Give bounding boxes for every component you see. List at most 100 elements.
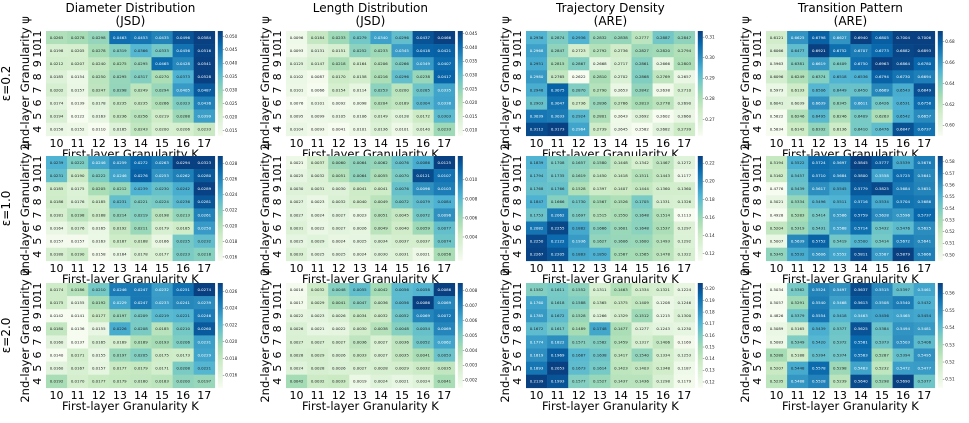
cell-value-label: 0.1478 (656, 252, 670, 257)
cell-value-label: 0.5432 (917, 300, 931, 305)
heatmap-cell (568, 109, 590, 123)
cell-value-label: 0.0192 (92, 300, 106, 305)
cell-value-label: 0.1582 (593, 339, 607, 344)
cell-value-label: 0.1272 (677, 160, 691, 165)
heatmap-cell (88, 296, 110, 310)
cell-value-label: 0.5456 (875, 313, 889, 318)
heatmap-cell (547, 156, 569, 170)
heatmap-cell (610, 182, 632, 196)
heatmap-cell (547, 31, 569, 45)
cell-value-label: 0.6518 (833, 74, 847, 79)
heatmap-cell (286, 195, 308, 209)
cell-value-label: 0.5463 (854, 313, 868, 318)
heatmap-cell (193, 247, 216, 262)
heatmap-cell (589, 96, 611, 110)
cell-value-label: 0.6963 (875, 61, 889, 66)
cell-value-label: 0.2861 (635, 61, 649, 66)
heatmap-cell (130, 44, 152, 58)
colorbar-tick-label: 0.035 (465, 59, 477, 64)
cell-value-label: 0.0140 (416, 127, 430, 132)
cell-value-label: 0.1705 (635, 199, 649, 204)
heatmap-cell (412, 309, 434, 323)
heatmap-cell (109, 374, 131, 389)
cell-value-label: 0.5500 (854, 238, 868, 243)
y-tick-label: 6 (511, 100, 524, 107)
heatmap-cell (193, 208, 216, 222)
colorbar (697, 283, 703, 388)
cell-value-label: 0.1552 (572, 287, 586, 292)
y-tick-label: 5 (271, 238, 284, 245)
heatmap-cell (892, 309, 914, 323)
x-tick-label: 11 (71, 137, 85, 150)
cell-value-label: 0.6752 (833, 48, 847, 53)
heatmap-cell (433, 309, 456, 323)
cell-value-label: 0.0041 (332, 300, 346, 305)
cell-value-label: 0.5617 (812, 186, 826, 191)
y-tick-label: 11 (511, 283, 524, 297)
heatmap-cell (67, 31, 89, 45)
cell-value-label: 0.0487 (197, 87, 211, 92)
heatmap-cell (433, 361, 456, 375)
heatmap-cell (787, 348, 809, 362)
cell-value-label: 0.5672 (896, 238, 910, 243)
heatmap-cell (892, 70, 914, 84)
heatmap-cell (412, 31, 434, 45)
cell-value-label: 0.0049 (374, 199, 388, 204)
cell-value-label: 0.0035 (395, 352, 409, 357)
heatmap-cell (307, 109, 329, 123)
cell-value-label: 0.5334 (791, 199, 805, 204)
heatmap-cell (109, 283, 131, 297)
cell-value-label: 0.0205 (71, 48, 85, 53)
heatmap-cell (328, 247, 350, 262)
cell-value-label: 0.2766 (614, 100, 628, 105)
heatmap-cell (766, 234, 788, 248)
cell-value-label: 0.5508 (875, 300, 889, 305)
heatmap-cell (370, 283, 392, 297)
heatmap-cell (349, 247, 371, 262)
cell-value-label: 0.5532 (791, 252, 805, 257)
heatmap-cell (130, 348, 152, 362)
heatmap-cell (610, 221, 632, 235)
cell-value-label: 0.0407 (437, 61, 451, 66)
x-tick-label: 10 (530, 137, 544, 150)
heatmap-cell (193, 83, 216, 97)
y-tick-label: 10 (31, 169, 44, 183)
heatmap-cell (67, 70, 89, 84)
cell-value-label: 0.0241 (176, 300, 190, 305)
heatmap-cell (526, 309, 548, 323)
heatmap-cell (391, 361, 413, 375)
heatmap-cell (307, 122, 329, 137)
y-axis-label: 2nd-layer Granularity ψ (258, 141, 272, 276)
cell-value-label: 0.5752 (812, 238, 826, 243)
cell-value-label: 0.5737 (917, 212, 931, 217)
colorbar-tick-label: 0.045 (225, 47, 237, 52)
heatmap-cell (547, 283, 569, 297)
heatmap-cell (307, 309, 329, 323)
y-tick-label: 10 (751, 44, 764, 58)
heatmap-cell (526, 44, 548, 58)
heatmap-cell (193, 109, 216, 123)
heatmap-cell (892, 283, 914, 297)
cell-value-label: 0.0192 (50, 379, 64, 384)
cell-value-label: 0.1768 (530, 186, 544, 191)
heatmap-cell (850, 335, 872, 349)
cell-value-label: 0.0026 (332, 352, 346, 357)
heatmap-cell (673, 70, 696, 84)
cell-value-label: 0.0031 (311, 186, 325, 191)
x-tick-label: 13 (353, 137, 367, 150)
heatmap-cell (88, 221, 110, 235)
heatmap-cell (568, 322, 590, 336)
cell-value-label: 0.0059 (416, 225, 430, 230)
heatmap-cell (631, 234, 653, 248)
cell-value-label: 0.2267 (530, 252, 544, 257)
heatmap-cell (307, 156, 329, 170)
heatmap-cell (307, 247, 329, 262)
heatmap-cell (88, 335, 110, 349)
heatmap-cell (151, 195, 173, 209)
cell-value-label: 0.0036 (374, 300, 388, 305)
cell-value-label: 0.0176 (71, 199, 85, 204)
heatmap-cell (193, 283, 216, 297)
colorbar-tick-label: 0.55 (945, 194, 955, 199)
colorbar-tick-label: 0.045 (465, 31, 477, 36)
heatmap-cell (850, 361, 872, 375)
